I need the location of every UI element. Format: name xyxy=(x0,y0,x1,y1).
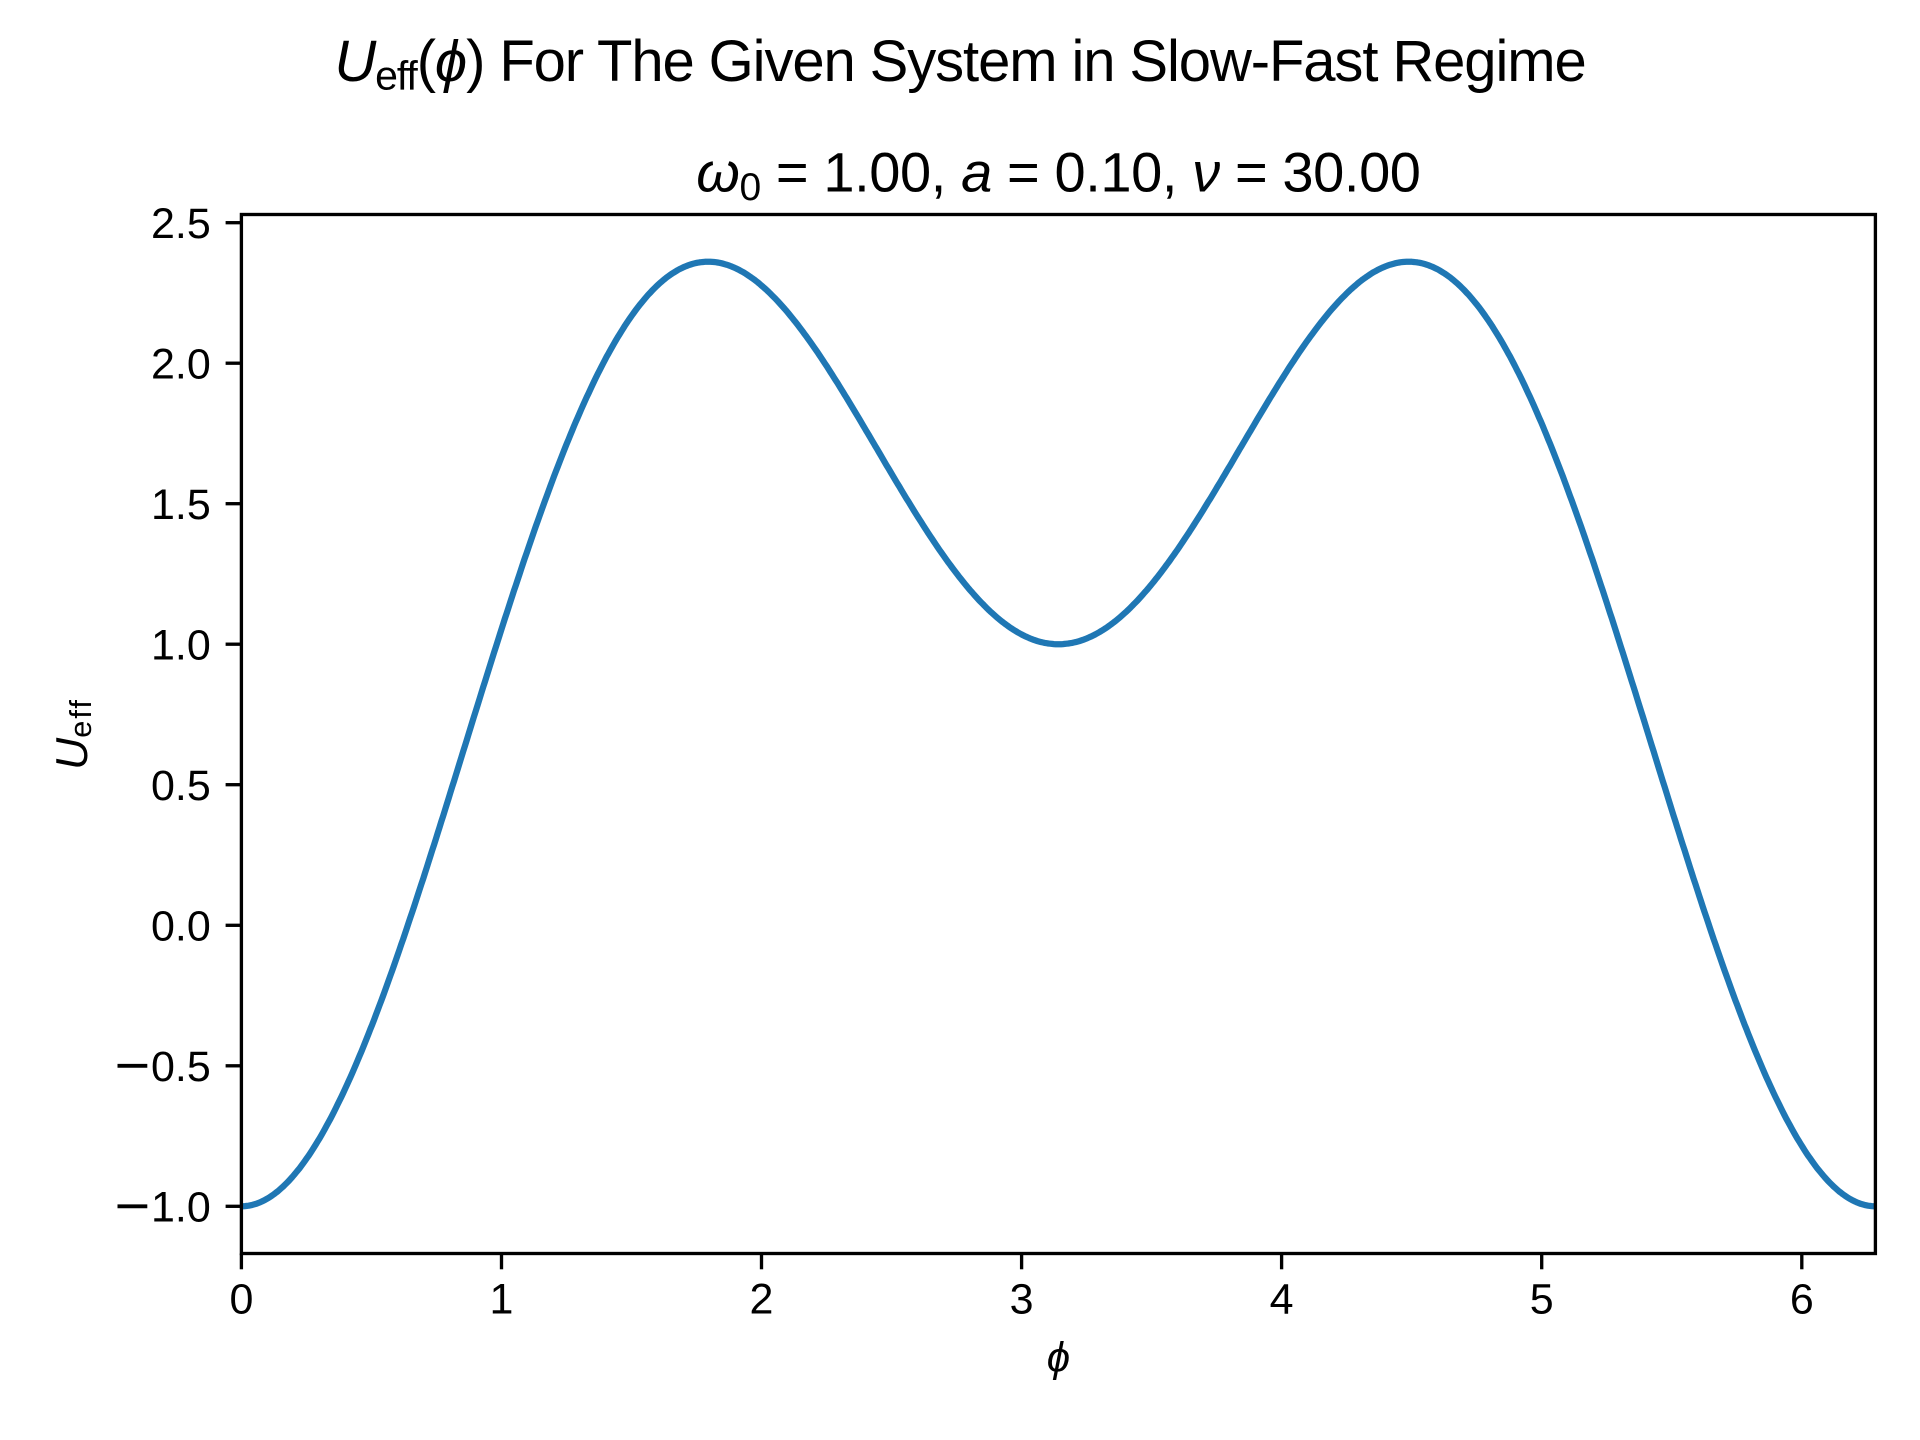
svg-text:1.0: 1.0 xyxy=(151,621,211,669)
svg-text:5: 5 xyxy=(1530,1276,1554,1324)
svg-text:0.5: 0.5 xyxy=(151,1043,211,1091)
svg-text:2.0: 2.0 xyxy=(151,340,211,388)
svg-text:1: 1 xyxy=(490,1276,514,1324)
svg-text:2.5: 2.5 xyxy=(151,200,211,248)
svg-text:3: 3 xyxy=(1010,1276,1034,1324)
svg-text:ω0 = 1.00, a = 0.10, ν = 30.00: ω0 = 1.00, a = 0.10, ν = 30.00 xyxy=(696,141,1420,209)
svg-text:ϕ: ϕ xyxy=(1047,1334,1070,1381)
svg-text:4: 4 xyxy=(1270,1276,1294,1324)
svg-text:6: 6 xyxy=(1790,1276,1814,1324)
svg-text:2: 2 xyxy=(750,1276,774,1324)
svg-text:Ueff(ϕ) For The Given System i: Ueff(ϕ) For The Given System in Slow-Fas… xyxy=(334,29,1585,99)
svg-text:0.5: 0.5 xyxy=(151,762,211,810)
svg-text:1.0: 1.0 xyxy=(151,1184,211,1232)
svg-text:Ueff: Ueff xyxy=(48,698,98,770)
svg-text:0.0: 0.0 xyxy=(151,903,211,951)
svg-text:0: 0 xyxy=(229,1276,253,1324)
svg-text:1.5: 1.5 xyxy=(151,481,211,529)
